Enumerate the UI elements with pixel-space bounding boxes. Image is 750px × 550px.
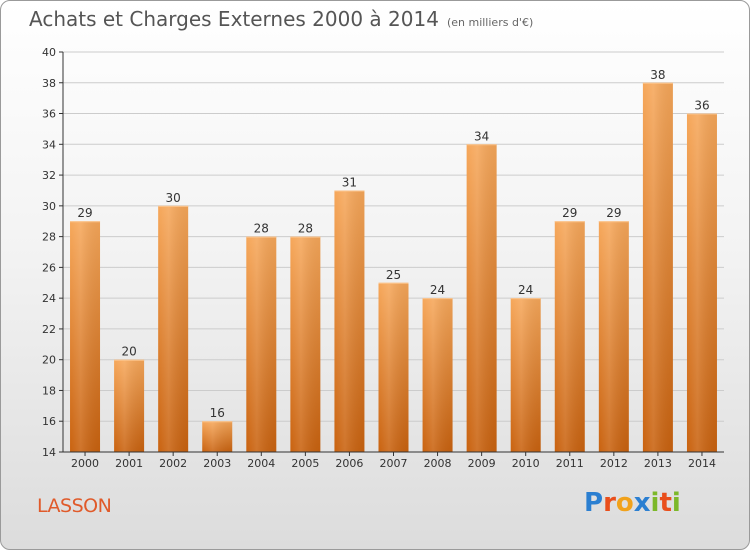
bar-value-label: 29 [606, 206, 621, 220]
y-tick-label: 36 [42, 108, 56, 121]
brand-letter: P [584, 488, 604, 518]
bar-shine [422, 298, 453, 452]
x-tick-label: 2003 [203, 457, 231, 470]
bar-value-label: 25 [386, 268, 401, 282]
bar-shine [642, 82, 673, 453]
bar-value-label: 16 [210, 406, 225, 420]
bar-value-label: 24 [430, 283, 445, 297]
brand-logo: Proxiti [584, 488, 681, 518]
y-tick-label: 24 [42, 292, 56, 305]
x-tick-label: 2013 [644, 457, 672, 470]
x-tick-label: 2010 [512, 457, 540, 470]
y-tick-label: 14 [42, 446, 56, 459]
y-tick-label: 18 [42, 384, 56, 397]
brand-letter: t [659, 488, 672, 518]
bar-value-label: 20 [121, 345, 136, 359]
brand-letter: i [671, 488, 681, 518]
axes [59, 51, 724, 456]
bar-value-label: 31 [342, 175, 357, 189]
bar-shine [378, 282, 409, 452]
brand-letter: i [650, 488, 660, 518]
bar-shine [202, 421, 233, 452]
bar-value-label: 36 [694, 99, 709, 113]
bar-shine [686, 113, 717, 453]
commune-name: LASSON [37, 495, 112, 517]
bar-shine [510, 298, 541, 452]
x-tick-label: 2001 [115, 457, 143, 470]
y-tick-label: 16 [42, 415, 56, 428]
bar-value-label: 28 [254, 222, 269, 236]
x-tick-label: 2007 [380, 457, 408, 470]
bar-shine [246, 236, 277, 452]
brand-letter: r [603, 488, 616, 518]
bar-shine [334, 190, 365, 452]
bar-shine [598, 221, 629, 452]
x-tick-label: 2009 [468, 457, 496, 470]
y-tick-label: 20 [42, 354, 56, 367]
bar-shine [466, 144, 497, 453]
brand-letter: o [615, 488, 634, 518]
bar-shine [114, 359, 145, 452]
bar-value-label: 29 [562, 206, 577, 220]
bar-value-label: 28 [298, 222, 313, 236]
x-tick-label: 2006 [335, 457, 363, 470]
bar-value-label: 38 [650, 68, 665, 82]
y-tick-label: 34 [42, 138, 56, 151]
chart-subtitle: (en milliers d'€) [446, 16, 534, 29]
x-tick-label: 2000 [71, 457, 99, 470]
x-tick-label: 2012 [600, 457, 628, 470]
y-tick-label: 22 [42, 323, 56, 336]
y-tick-label: 30 [42, 200, 56, 213]
bars [70, 82, 717, 453]
y-tick-label: 32 [42, 169, 56, 182]
brand-letter: x [633, 488, 651, 518]
x-tick-label: 2011 [556, 457, 584, 470]
bar-shine [70, 221, 101, 452]
labels: 14 16 18 20 22 24 26 28 30 32 34 36 38 40 29 2000 20 2001… [42, 46, 716, 470]
y-tick-label: 28 [42, 231, 56, 244]
x-tick-label: 2004 [247, 457, 275, 470]
bar-value-label: 29 [77, 206, 92, 220]
chart-title: Achats et Charges Externes 2000 à 2014 (e… [29, 7, 533, 31]
bar-value-label: 34 [474, 129, 489, 143]
y-tick-label: 40 [42, 46, 56, 59]
y-tick-label: 26 [42, 261, 56, 274]
x-tick-label: 2014 [688, 457, 716, 470]
x-tick-label: 2005 [291, 457, 319, 470]
title-text: Achats et Charges Externes 2000 à 2014 [29, 7, 439, 31]
bar-shine [554, 221, 585, 452]
bar-shine [290, 236, 321, 452]
x-tick-label: 2002 [159, 457, 187, 470]
bar-value-label: 24 [518, 283, 533, 297]
y-tick-label: 38 [42, 77, 56, 90]
bar-value-label: 30 [166, 191, 181, 205]
bar-shine [158, 205, 189, 452]
x-tick-label: 2008 [424, 457, 452, 470]
